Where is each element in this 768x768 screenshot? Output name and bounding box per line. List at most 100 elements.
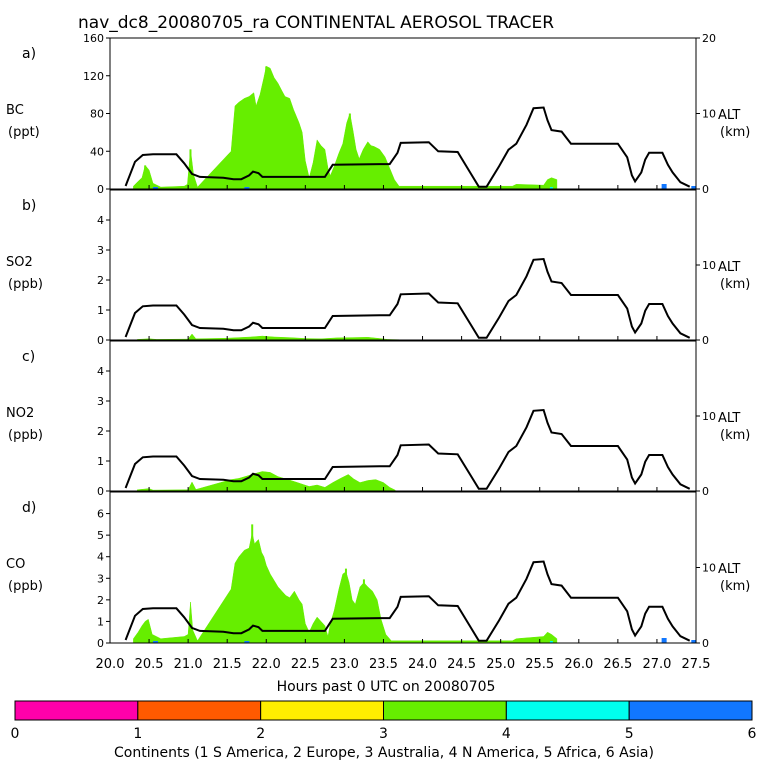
series-units: (ppb) — [8, 579, 43, 594]
alt-units: (km) — [720, 428, 750, 443]
africa-fill — [549, 641, 553, 643]
x-tick-label: 22.0 — [252, 657, 281, 672]
asia-fill — [152, 641, 158, 643]
x-tick-label: 24.0 — [408, 657, 437, 672]
colorbar-tick-label: 3 — [379, 726, 388, 742]
x-tick-label: 26.0 — [564, 657, 593, 672]
y-tick-label: 3 — [97, 244, 104, 257]
x-tick-label: 23.0 — [330, 657, 359, 672]
asia-fill — [691, 186, 697, 189]
y-tick-label: 80 — [90, 108, 104, 121]
x-tick-label: 21.0 — [174, 657, 203, 672]
series-label: BC — [6, 103, 24, 118]
asia-fill — [244, 187, 250, 189]
y-tick-label: 0 — [97, 334, 104, 347]
y-tick-label: 2 — [97, 425, 104, 438]
panel-co: 0 1 2 3 4 5 6 0 10 d) CO (ppb) ALT (km) — [6, 491, 750, 650]
series-units: (ppb) — [8, 277, 43, 292]
alt-tick-label: 10 — [702, 410, 716, 423]
alt-tick-label: 10 — [702, 108, 716, 121]
colorbar-tick-label: 2 — [256, 726, 265, 742]
asia-fill — [661, 184, 667, 189]
altitude-line — [124, 257, 691, 339]
y-tick-label: 160 — [83, 32, 104, 45]
chart-title: nav_dc8_20080705_ra CONTINENTAL AEROSOL … — [78, 13, 554, 33]
colorbar-segment — [505, 700, 630, 721]
colorbar-label: Continents (1 S America, 2 Europe, 3 Aus… — [114, 745, 654, 761]
alt-tick-label: 10 — [702, 562, 716, 575]
x-tick-label: 27.5 — [682, 657, 711, 672]
panel-bc: 0 40 80 120 160 0 10 20 a) BC (ppt) ALT (km) — [6, 32, 750, 196]
tracer-fill-bc — [133, 65, 558, 190]
x-tick-label: 21.5 — [213, 657, 242, 672]
colorbar-segment — [383, 700, 507, 721]
y-tick-label: 4 — [97, 365, 104, 378]
alt-units: (km) — [720, 277, 750, 292]
x-tick-label: 26.5 — [603, 657, 632, 672]
y-tick-label: 120 — [83, 70, 104, 83]
x-tick-label: 20.0 — [96, 657, 125, 672]
alt-label: ALT — [718, 411, 740, 426]
colorbar-tick-label: 5 — [625, 726, 634, 742]
altitude-line — [124, 106, 691, 188]
y-tick-label: 40 — [90, 145, 104, 158]
y-tick-label: 0 — [97, 637, 104, 650]
x-tick-label: 25.5 — [525, 657, 554, 672]
alt-label: ALT — [718, 108, 740, 123]
tracer-fill-so2 — [137, 333, 400, 341]
y-tick-label: 0 — [97, 485, 104, 498]
x-tick-label: 22.5 — [291, 657, 320, 672]
panel-letter: d) — [22, 500, 36, 516]
alt-tick-label: 0 — [702, 637, 709, 650]
panel-letter: a) — [22, 46, 36, 62]
panels: 0408012016001020a)BC(ppt)ALT(km)01234010… — [6, 32, 750, 650]
alt-label: ALT — [718, 562, 740, 577]
colorbar-tick-label: 4 — [502, 726, 511, 742]
colorbar: 0 1 2 3 4 5 6 — [11, 700, 757, 742]
panel-frame — [109, 189, 697, 341]
series-units: (ppt) — [8, 125, 40, 140]
y-tick-label: 2 — [97, 274, 104, 287]
y-tick-label: 0 — [97, 183, 104, 196]
asia-fill — [152, 187, 158, 189]
y-tick-label: 4 — [97, 551, 104, 564]
alt-tick-label: 0 — [702, 183, 709, 196]
x-axis-label: Hours past 0 UTC on 20080705 — [277, 679, 496, 695]
altitude-line — [124, 408, 691, 490]
alt-tick-label: 0 — [702, 334, 709, 347]
colorbar-tick-label: 1 — [133, 726, 142, 742]
x-axis: 20.0 20.5 21.0 21.5 22.0 22.5 23.0 23.5 24.0 24.5… — [96, 657, 711, 672]
colorbar-segment — [628, 700, 753, 721]
series-label: NO2 — [6, 406, 34, 421]
y-tick-label: 2 — [97, 594, 104, 607]
series-units: (ppb) — [8, 428, 43, 443]
y-tick-label: 1 — [97, 304, 104, 317]
africa-fill — [549, 187, 553, 189]
y-tick-label: 4 — [97, 214, 104, 227]
x-tick-label: 23.5 — [369, 657, 398, 672]
alt-tick-label: 10 — [702, 259, 716, 272]
y-tick-label: 6 — [97, 508, 104, 521]
y-tick-label: 3 — [97, 572, 104, 585]
y-tick-label: 1 — [97, 615, 104, 628]
asia-fill — [691, 640, 697, 643]
panel-frame — [109, 37, 697, 190]
colorbar-tick-label: 0 — [11, 726, 20, 742]
alt-units: (km) — [720, 579, 750, 594]
colorbar-segment — [260, 700, 384, 721]
series-label: CO — [6, 557, 25, 572]
panel-frame — [109, 491, 697, 644]
alt-label: ALT — [718, 260, 740, 275]
y-tick-label: 5 — [97, 529, 104, 542]
x-tick-label: 20.5 — [135, 657, 164, 672]
series-label: SO2 — [6, 255, 33, 270]
panel-frame — [109, 340, 697, 492]
asia-fill — [661, 638, 667, 643]
y-tick-label: 3 — [97, 395, 104, 408]
panel-so2: 0 1 2 3 4 0 10 b) SO2 (ppb) ALT (km) — [6, 189, 750, 347]
alt-tick-label: 20 — [702, 32, 716, 45]
colorbar-segment — [14, 700, 139, 721]
x-tick-label: 25.0 — [486, 657, 515, 672]
x-tick-label: 27.0 — [642, 657, 671, 672]
